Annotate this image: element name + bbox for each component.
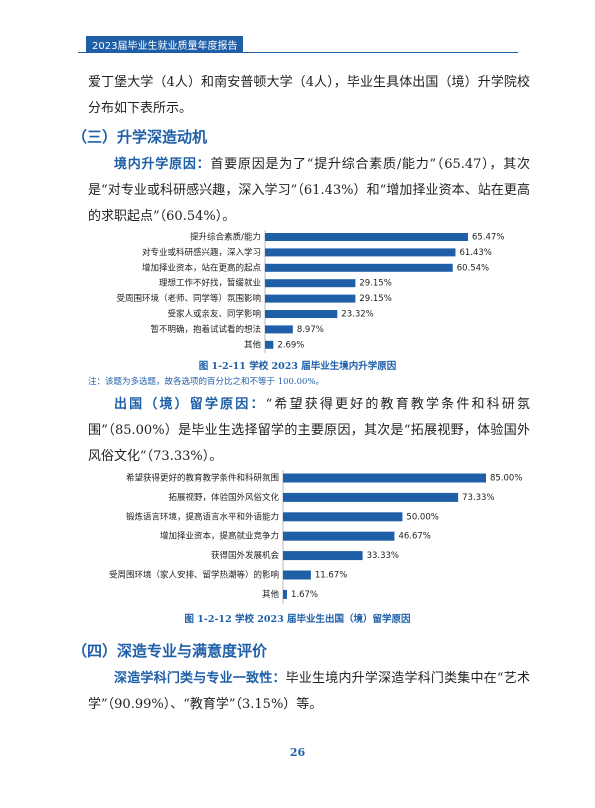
category-label: 受周围环境（老师、同学等）氛围影响 bbox=[116, 293, 261, 304]
bar bbox=[283, 531, 395, 541]
paragraph: 境内升学原因：首要原因是为了“提升综合素质/能力”（65.47），其次是“对专业… bbox=[88, 152, 530, 230]
bar bbox=[283, 589, 287, 599]
bar bbox=[283, 570, 311, 580]
category-label: 暂不明确，抱着试试看的想法 bbox=[150, 324, 261, 335]
bar bbox=[265, 248, 456, 257]
chart: 提升综合素质/能力 65.47% 对专业或科研感兴趣，深入学习 61.43% 增加择业资… bbox=[116, 230, 504, 353]
value-label: 85.00% bbox=[490, 474, 522, 484]
value-label: 1.67% bbox=[291, 590, 318, 600]
category-label: 理想工作不好找，暂缓就业 bbox=[159, 278, 261, 289]
category-label: 锻炼语言环境，提高语言水平和外语能力 bbox=[126, 511, 279, 522]
category-label: 增加择业资本，站在更高的起点 bbox=[142, 262, 262, 273]
category-label: 其他 bbox=[244, 339, 262, 350]
category-label: 获得国外发展机会 bbox=[211, 550, 280, 561]
value-label: 29.15% bbox=[359, 279, 391, 289]
bar bbox=[283, 473, 486, 483]
lead: 深造学科门类与专业一致性： bbox=[114, 671, 286, 686]
bar bbox=[265, 325, 293, 334]
lead: 出国（境）留学原因： bbox=[114, 397, 266, 412]
note: 注：该题为多选题，故各选项的百分比之和不等于 100.00%。 bbox=[88, 377, 325, 387]
text: “希望获得更好的教育教学条件和科研氛围”（85.00%）是毕业生选择留学的主要原… bbox=[88, 397, 530, 464]
paragraph: 爱丁堡大学（4人）和南安普顿大学（4人），毕业生具体出国（境）升学院校分布如下表… bbox=[88, 70, 530, 122]
value-label: 61.43% bbox=[459, 248, 491, 258]
value-label: 33.33% bbox=[367, 551, 399, 561]
caption: 图 1-2-11 学校 2023 届毕业生境内升学原因 bbox=[198, 361, 397, 372]
paragraph: 出国（境）留学原因：“希望获得更好的教育教学条件和科研氛围”（85.00%）是毕… bbox=[88, 392, 530, 470]
bar bbox=[283, 551, 363, 561]
text: 首要原因是为了“提升综合素质/能力”（65.47），其次是“对专业或科研感兴趣，… bbox=[88, 157, 530, 224]
value-label: 73.33% bbox=[462, 493, 494, 503]
bar bbox=[283, 492, 459, 502]
value-label: 8.97% bbox=[297, 325, 324, 335]
category-label: 受家人或亲友、同学影响 bbox=[167, 309, 261, 320]
value-label: 50.00% bbox=[406, 512, 438, 522]
category-label: 其他 bbox=[262, 589, 280, 600]
bar bbox=[265, 340, 274, 349]
header-title: 2023届毕业生就业质量年度报告 bbox=[86, 36, 244, 53]
heading: （三）升学深造动机 bbox=[72, 128, 208, 146]
page-number: 26 bbox=[289, 746, 306, 759]
bar bbox=[265, 263, 453, 272]
value-label: 60.54% bbox=[457, 263, 489, 273]
bar bbox=[283, 512, 403, 522]
category-label: 对专业或科研感兴趣，深入学习 bbox=[142, 247, 261, 258]
text: 毕业生境内升学深造学科门类集中在“艺术学”（90.99%）、“教育学”（3.15… bbox=[88, 671, 530, 712]
category-label: 拓展视野，体验国外风俗文化 bbox=[168, 492, 279, 503]
header-bar: 2023届毕业生就业质量年度报告 bbox=[78, 34, 518, 53]
value-label: 46.67% bbox=[398, 532, 430, 542]
bar bbox=[265, 310, 338, 318]
category-label: 提升综合素质/能力 bbox=[190, 232, 261, 243]
bar bbox=[265, 294, 356, 303]
bar bbox=[265, 233, 468, 241]
category-label: 增加择业资本，提高就业竞争力 bbox=[160, 531, 279, 542]
value-label: 11.67% bbox=[315, 571, 347, 581]
heading: （四）深造专业与满意度评价 bbox=[72, 642, 268, 660]
caption: 图 1-2-12 学校 2023 届毕业生出国（境）留学原因 bbox=[184, 614, 411, 625]
category-label: 希望获得更好的教育教学条件和科研氛围 bbox=[126, 473, 279, 484]
chart: 希望获得更好的教育教学条件和科研氛围 85.00% 拓展视野，体验国外风俗文化 73.… bbox=[109, 470, 522, 604]
category-label: 受周围环境（家人安排、留学热潮等）的影响 bbox=[109, 570, 279, 581]
value-label: 2.69% bbox=[277, 340, 304, 350]
text: 爱丁堡大学（4人）和南安普顿大学（4人），毕业生具体出国（境）升学院校分布如下表… bbox=[88, 75, 530, 116]
value-label: 29.15% bbox=[359, 294, 391, 304]
value-label: 65.47% bbox=[472, 233, 504, 243]
paragraph: 深造学科门类与专业一致性：毕业生境内升学深造学科门类集中在“艺术学”（90.99… bbox=[88, 666, 530, 718]
lead: 境内升学原因： bbox=[114, 157, 211, 172]
bar bbox=[265, 279, 356, 288]
value-label: 23.32% bbox=[341, 310, 373, 320]
